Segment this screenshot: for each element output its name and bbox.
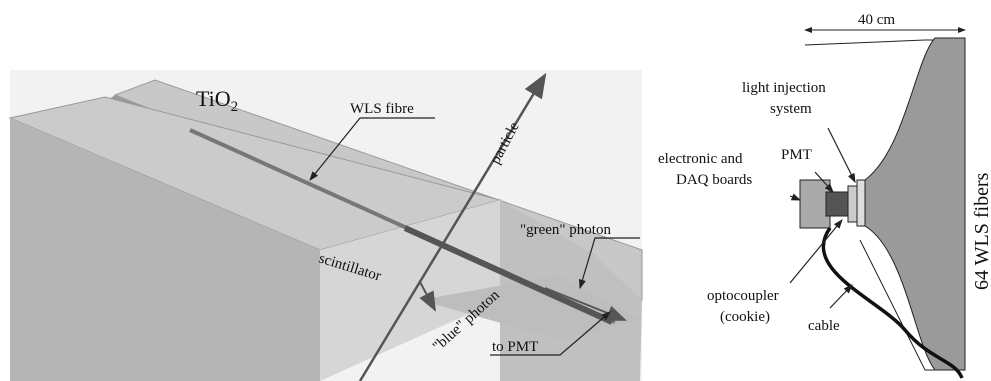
pmt-label: PMT — [781, 147, 812, 163]
electronic-label: DAQ boards — [676, 172, 752, 188]
page: TiO2 WLS fibre particle "green" photon s… — [0, 0, 991, 381]
figure: TiO2 WLS fibre particle "green" photon s… — [0, 0, 991, 381]
light-injection-label: system — [770, 101, 812, 117]
to-pmt-label: to PMT — [492, 339, 538, 355]
wls-fibre-label: WLS fibre — [350, 101, 414, 117]
fibers-label: 64 WLS fibers — [971, 172, 991, 290]
optocoupler-label: optocoupler — [707, 288, 779, 304]
optocoupler-label: (cookie) — [720, 309, 770, 325]
green-photon-label: "green" photon — [520, 222, 611, 238]
width-label: 40 cm — [858, 12, 895, 28]
fiber — [865, 38, 965, 370]
cable-label: cable — [808, 318, 840, 334]
electronic-label: electronic and — [658, 151, 743, 167]
light-injection-label: light injection — [742, 80, 826, 96]
